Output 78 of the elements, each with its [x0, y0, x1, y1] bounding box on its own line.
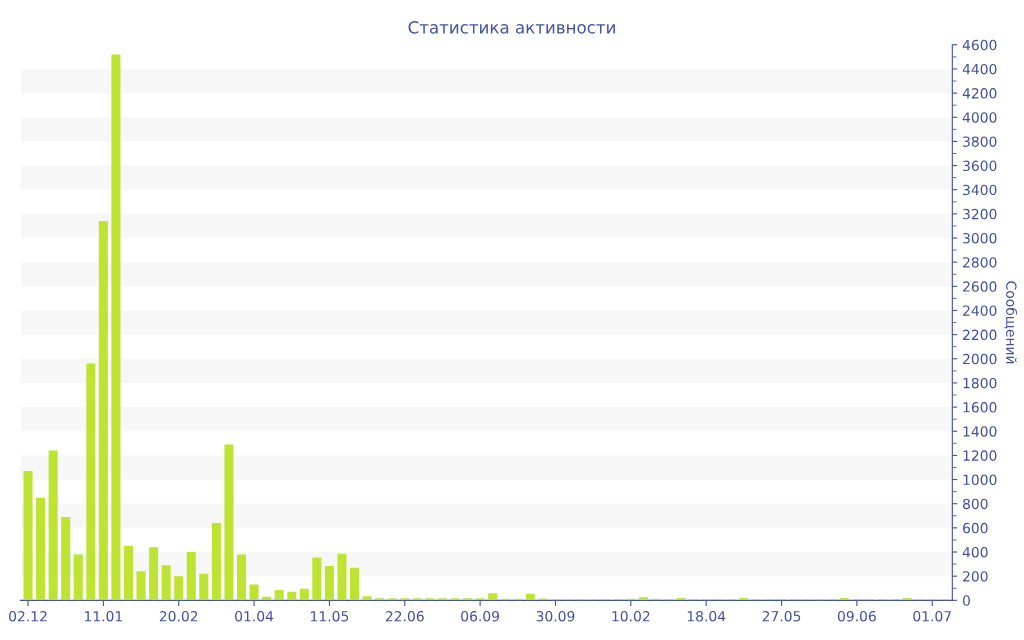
bar	[236, 554, 247, 601]
y-tick-label: 4600	[962, 39, 997, 51]
y-tick-label: 3000	[963, 232, 997, 244]
bar	[450, 598, 460, 601]
bar	[161, 565, 171, 601]
bar	[638, 597, 648, 601]
y-tick-label: 400	[962, 546, 988, 558]
bar	[299, 588, 309, 601]
bar	[312, 557, 322, 601]
bar	[111, 54, 121, 601]
bar	[362, 596, 372, 601]
bar	[437, 598, 447, 601]
bar	[412, 598, 422, 601]
bar	[23, 471, 33, 601]
bar	[199, 573, 209, 601]
x-tick-label: 11.01	[85, 610, 122, 622]
x-tick-label: 01.04	[235, 610, 274, 622]
y-tick-label: 1000	[963, 474, 997, 486]
y-tick-label: 3400	[963, 184, 997, 196]
y-tick-label: 2400	[963, 305, 997, 316]
bar	[149, 547, 159, 601]
y-tick-label: 4200	[962, 88, 997, 99]
bar	[98, 221, 108, 601]
y-tick-label: 1400	[963, 426, 997, 437]
bar	[475, 598, 485, 601]
y-axis-title: Сообщений	[1004, 281, 1018, 364]
x-tick-label: 02.12	[9, 610, 47, 622]
bar	[375, 598, 385, 601]
y-tick-label: 2600	[963, 281, 997, 292]
bar	[525, 593, 535, 601]
bar	[249, 584, 259, 601]
bar	[324, 565, 334, 601]
x-tick-label: 01.07	[913, 610, 951, 622]
x-tick-label: 18.04	[687, 610, 726, 622]
bar	[488, 593, 498, 601]
y-tick-label: 3800	[963, 136, 997, 147]
bar	[123, 545, 133, 601]
y-tick-label: 2200	[963, 329, 997, 341]
y-tick-label: 800	[962, 498, 988, 510]
y-tick-label: 1600	[963, 402, 997, 413]
y-tick-label: 200	[963, 571, 988, 582]
x-tick-label: 30.09	[536, 610, 575, 622]
bar	[274, 590, 284, 601]
y-tick-label: 2800	[963, 257, 997, 268]
bar	[337, 553, 347, 601]
y-tick-label: 2000	[963, 353, 997, 365]
x-tick-label: 06.09	[461, 610, 500, 622]
bar	[36, 497, 46, 601]
bar	[287, 591, 297, 601]
y-tick-label: 3200	[963, 208, 997, 220]
bar	[136, 571, 146, 601]
x-tick-label: 20.02	[159, 610, 198, 622]
bar	[186, 552, 196, 601]
bar	[61, 516, 71, 601]
y-tick-label: 0	[962, 595, 970, 606]
bar	[48, 450, 58, 601]
y-tick-label: 3600	[963, 160, 997, 172]
bar	[463, 598, 473, 601]
y-tick-label: 1800	[963, 377, 997, 389]
y-tick-label: 4000	[962, 112, 997, 123]
bar	[425, 598, 435, 601]
bar	[387, 598, 397, 601]
bar	[400, 598, 410, 601]
y-tick-label: 1200	[963, 450, 997, 461]
bar	[174, 576, 184, 601]
y-tick-label: 600	[963, 522, 988, 534]
bar	[86, 363, 96, 601]
x-tick-label: 11.05	[311, 610, 349, 622]
bar	[224, 444, 234, 601]
bar	[350, 567, 360, 601]
x-tick-label: 27.05	[762, 610, 801, 622]
chart-title: Статистика активности	[408, 21, 615, 34]
x-tick-label: 22.06	[385, 610, 424, 622]
x-tick-label: 10.02	[612, 610, 650, 622]
bar	[73, 554, 83, 601]
x-tick-label: 09.06	[837, 610, 876, 622]
bar	[211, 523, 221, 601]
y-tick-label: 4400	[962, 63, 997, 75]
